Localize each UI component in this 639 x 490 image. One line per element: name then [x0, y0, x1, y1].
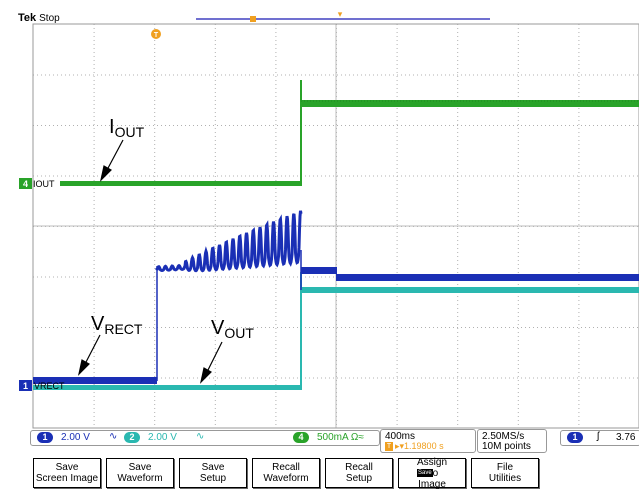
ch4-scale: 500mA Ω≈: [317, 432, 364, 443]
graticule-frame: [32, 23, 639, 429]
trigger-position-marker: ▾: [338, 9, 343, 19]
iout-trace: [60, 80, 639, 186]
ch2-coupling-icon: ∿: [196, 431, 205, 442]
assign-save-label: Assign to Image: [416, 456, 447, 490]
iout-annotation: IOUT: [109, 116, 145, 140]
ch4-label: IOUT: [33, 179, 55, 189]
brand-logo: Tek Stop: [18, 12, 60, 24]
save-waveform-button[interactable]: Save Waveform: [106, 458, 174, 488]
ch4-marker[interactable]: 4 IOUT: [19, 178, 55, 189]
vout-trace: [33, 272, 639, 390]
vertical-status[interactable]: 1 2.00 V ∿ 2 2.00 V ∿ 4 500mA Ω≈: [30, 430, 380, 446]
ch2-badge[interactable]: 2: [124, 432, 140, 443]
ch1-marker[interactable]: 1 VRECT: [19, 380, 65, 391]
file-utilities-button[interactable]: File Utilities: [471, 458, 539, 488]
ch1-label: VRECT: [34, 381, 65, 391]
trigger-source-badge: 1: [567, 432, 583, 443]
trigger-slope-icon: ʃ: [597, 431, 600, 442]
annotation-arrows: [77, 139, 223, 384]
trigger-point-icon: T: [151, 29, 161, 39]
graticule: [33, 24, 639, 428]
vrect-ripple: [155, 210, 303, 273]
ch1-coupling-icon: ∿: [109, 431, 118, 442]
horizontal-position: ▸▾1.19800 s: [395, 441, 444, 451]
ch1-scale: 2.00 V: [61, 432, 90, 443]
save-key-icon: Save: [417, 469, 433, 477]
save-setup-button[interactable]: Save Setup: [179, 458, 247, 488]
vrect-annotation: VRECT: [91, 313, 143, 337]
vout-annotation: VOUT: [211, 317, 254, 341]
top-bar: Tek Stop: [0, 0, 639, 24]
trigger-level: 3.76: [616, 432, 636, 443]
trigger-status[interactable]: 1 ʃ 3.76: [560, 430, 639, 446]
svg-text:T: T: [154, 32, 159, 39]
recall-setup-button[interactable]: Recall Setup: [325, 458, 393, 488]
recall-waveform-button[interactable]: Recall Waveform: [252, 458, 320, 488]
save-screen-image-button[interactable]: Save Screen Image: [33, 458, 101, 488]
trigger-pos-icon: T: [385, 442, 393, 451]
timebase-status[interactable]: 400ms T ▸▾1.19800 s: [380, 429, 476, 453]
record-length: 10M points: [482, 441, 531, 452]
svg-text:4: 4: [23, 179, 28, 189]
ch2-scale: 2.00 V: [148, 432, 177, 443]
ch1-badge[interactable]: 1: [37, 432, 53, 443]
time-per-div: 400ms: [385, 431, 416, 442]
record-marker: [250, 16, 256, 22]
assign-save-to-image-button[interactable]: Assign to Image Save: [398, 456, 466, 490]
vrect-trace: [33, 210, 639, 384]
acquisition-status[interactable]: 2.50MS/s 10M points: [477, 429, 547, 453]
svg-text:1: 1: [23, 381, 28, 391]
sample-rate: 2.50MS/s: [482, 431, 525, 442]
ch4-badge[interactable]: 4: [293, 432, 309, 443]
acquisition-state: Stop: [39, 13, 60, 24]
